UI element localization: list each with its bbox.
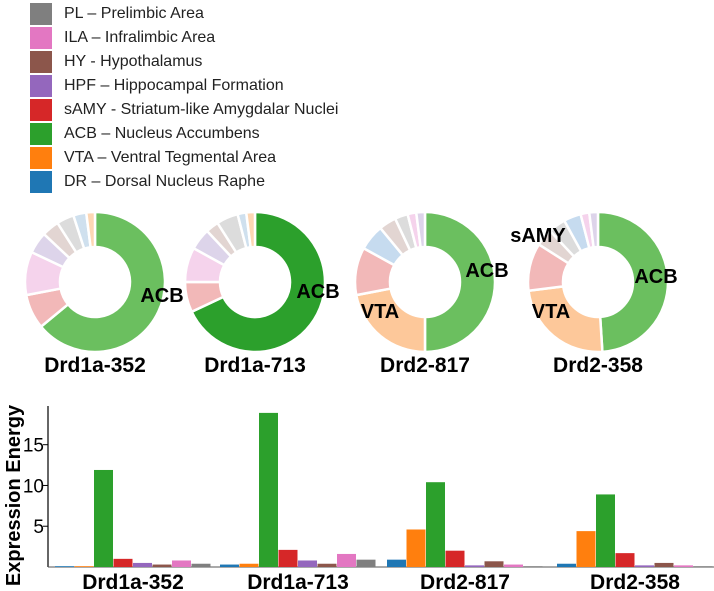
legend-item-acb: ACB – Nucleus Accumbens (30, 122, 338, 146)
legend-swatch (30, 123, 52, 145)
bar-drd1a-713-pl (356, 559, 376, 567)
bar-drd1a-713-dr (220, 564, 239, 567)
legend-label: DR – Dorsal Nucleus Raphe (64, 173, 265, 190)
donut-title: Drd2-358 (553, 354, 643, 377)
bar-drd2-817-acb (426, 482, 445, 567)
donut-title: Drd1a-713 (204, 354, 306, 377)
bar-drd1a-352-dr (55, 566, 74, 567)
bar-drd2-358-samy (615, 553, 635, 567)
x-category-label: Drd1a-713 (247, 571, 349, 591)
donut-slice-label-acb: ACB (140, 285, 183, 307)
donut-slice-label-vta: VTA (361, 301, 400, 323)
donut-slice-vta (84, 210, 97, 249)
bar-drd1a-352-pl (191, 563, 211, 567)
donut-slice-vta (527, 284, 604, 354)
bar-drd2-358-hpf (635, 565, 654, 567)
bar-drd2-358-dr (557, 563, 576, 567)
donut-slice-acb (423, 210, 497, 354)
bar-drd2-358-acb (596, 494, 615, 567)
legend-item-dr: DR – Dorsal Nucleus Raphe (30, 170, 338, 194)
legend-item-hpf: HPF – Hippocampal Formation (30, 74, 338, 98)
donut-slice-hpf (587, 210, 600, 249)
bar-drd2-358-hy (654, 562, 674, 567)
bar-drd1a-352-samy (113, 558, 133, 567)
legend-label: HY - Hypothalamus (64, 53, 203, 70)
bar-drd1a-352-hy (152, 564, 172, 567)
x-category-label: Drd1a-352 (82, 571, 184, 591)
donut-chart-drd1a-713: ACB Drd1a-713 (183, 210, 340, 377)
y-tick-label: 5 (33, 517, 44, 538)
bar-drd2-817-vta (406, 529, 426, 567)
legend-swatch (30, 51, 52, 73)
donut-chart-drd2-817: ACB VTA Drd2-817 (353, 210, 509, 377)
donut-slice-label-acb: ACB (465, 260, 508, 282)
bar-drd1a-713-vta (239, 563, 259, 567)
donut-slice-hpf (414, 210, 427, 249)
legend-label: sAMY - Striatum-like Amygdalar Nuclei (64, 101, 339, 118)
legend-item-samy: sAMY - Striatum-like Amygdalar Nuclei (30, 98, 338, 122)
y-tick-label: 10 (23, 476, 44, 497)
bar-drd1a-352-ila (172, 560, 191, 567)
bar-drd2-817-ila (504, 564, 523, 567)
legend-label: ILA – Infralimbic Area (64, 29, 216, 46)
bar-drd1a-352-vta (74, 566, 94, 567)
donut-slice-acb (596, 210, 670, 354)
legend-label: PL – Prelimbic Area (64, 5, 204, 22)
bar-drd1a-713-ila (337, 553, 356, 567)
x-category-label: Drd2-817 (420, 571, 510, 591)
donut-chart-drd1a-352: ACB Drd1a-352 (23, 210, 184, 377)
bar-drd2-358-ila (674, 565, 693, 567)
bar-drd1a-352-acb (94, 469, 113, 567)
donut-title: Drd1a-352 (44, 354, 146, 377)
legend-swatch (30, 147, 52, 169)
donut-slice-label-acb: ACB (634, 266, 677, 288)
bar-drd1a-713-hpf (298, 560, 317, 567)
legend-swatch (30, 75, 52, 97)
y-axis-label: Expression Energy (3, 404, 25, 586)
legend-swatch (30, 171, 52, 193)
bar-drd1a-713-hy (317, 563, 337, 567)
y-tick-label: 15 (23, 436, 44, 457)
donut-title: Drd2-817 (380, 354, 470, 377)
legend-label: HPF – Hippocampal Formation (64, 77, 284, 94)
bar-drd2-817-samy (445, 550, 465, 567)
donut-slice-label-acb: ACB (296, 281, 339, 303)
donut-slice-acb (39, 210, 167, 354)
legend: PL – Prelimbic Area ILA – Infralimbic Are… (30, 2, 338, 194)
bar-drd2-817-dr (387, 559, 406, 567)
legend-swatch (30, 3, 52, 25)
bar-drd2-358-pl (693, 566, 713, 567)
donut-chart-drd2-358: ACB VTA sAMY Drd2-358 (510, 210, 678, 377)
legend-label: VTA – Ventral Tegmental Area (64, 149, 276, 166)
bar-drd2-817-pl (523, 566, 543, 567)
bar-drd1a-713-acb (259, 412, 278, 567)
donut-slice-label-samy: sAMY (510, 225, 566, 247)
donut-slice-vta (244, 210, 257, 249)
legend-swatch (30, 99, 52, 121)
legend-item-hy: HY - Hypothalamus (30, 50, 338, 74)
legend-item-vta: VTA – Ventral Tegmental Area (30, 146, 338, 170)
bar-drd2-817-hpf (465, 565, 484, 567)
legend-swatch (30, 27, 52, 49)
bar-drd2-358-vta (576, 531, 596, 567)
legend-label: ACB – Nucleus Accumbens (64, 125, 260, 142)
bar-drd2-817-hy (484, 561, 504, 567)
legend-item-pl: PL – Prelimbic Area (30, 2, 338, 26)
donut-slice-acb (189, 210, 327, 354)
donut-slice-label-vta: VTA (532, 301, 571, 323)
legend-item-ila: ILA – Infralimbic Area (30, 26, 338, 50)
bar-drd1a-713-samy (278, 549, 298, 567)
bar-drd1a-352-hpf (133, 562, 152, 567)
x-category-label: Drd2-358 (590, 571, 680, 591)
